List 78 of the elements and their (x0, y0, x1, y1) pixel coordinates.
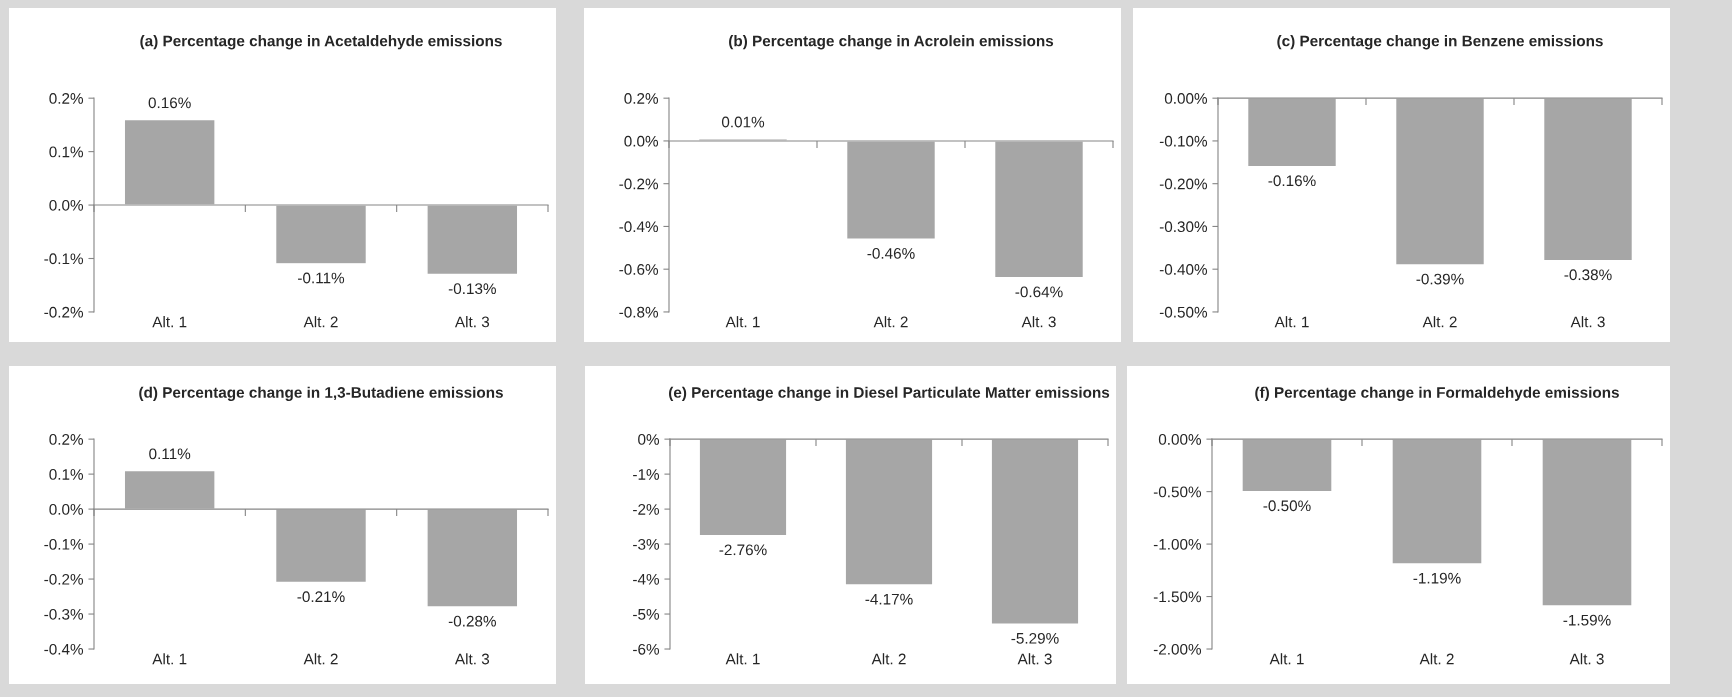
x-tick-label: Alt. 1 (1274, 316, 1309, 328)
x-tick-label: Alt. 2 (1422, 316, 1457, 328)
data-label: -0.21% (297, 591, 345, 603)
data-label: -0.50% (1263, 500, 1311, 512)
y-tick-label: 0.00% (1158, 434, 1202, 445)
y-tick-label: -0.4% (619, 221, 659, 233)
x-tick-label: Alt. 1 (725, 316, 760, 328)
x-tick-label: Alt. 2 (873, 316, 908, 328)
x-tick-label: Alt. 1 (1269, 653, 1304, 665)
y-tick-label: -0.10% (1159, 135, 1208, 147)
x-tick-label: Alt. 2 (871, 653, 906, 665)
y-tick-label: -1.00% (1153, 538, 1202, 550)
chart-title: (e) Percentage change in Diesel Particulate Matter emissions (669, 386, 1110, 401)
y-tick-label: 0.0% (49, 503, 84, 515)
x-tick-label: Alt. 1 (152, 653, 187, 665)
y-tick-label: -0.2% (44, 306, 84, 318)
chart-title: (c) Percentage change in Benzene emissions (1277, 35, 1603, 50)
y-tick-label: -0.2% (44, 573, 84, 585)
y-tick-label: -0.20% (1159, 178, 1208, 190)
y-tick-label: 0.1% (49, 146, 84, 158)
y-tick-label: 0.0% (624, 135, 659, 147)
y-tick-label: 0% (638, 434, 660, 445)
x-tick-label: Alt. 3 (1021, 316, 1056, 328)
x-tick-label: Alt. 2 (303, 316, 338, 328)
y-tick-label: -0.40% (1159, 264, 1208, 275)
y-tick-label: -0.2% (619, 178, 659, 190)
y-tick-label: -0.8% (619, 306, 659, 318)
data-label: -0.64% (1015, 286, 1063, 298)
y-tick-label: 0.1% (49, 468, 84, 480)
data-label: 0.01% (721, 116, 765, 128)
x-tick-label: Alt. 3 (454, 316, 490, 328)
y-tick-label: -2.00% (1153, 643, 1202, 655)
data-label: -0.39% (1416, 273, 1464, 285)
chart-title: (a) Percentage change in Acetaldehyde emissions (140, 35, 502, 50)
y-tick-label: -4% (633, 573, 660, 585)
y-tick-label: -3% (633, 538, 660, 550)
y-tick-label: -0.1% (44, 253, 84, 265)
data-label: -0.28% (448, 615, 496, 627)
data-label: -4.17% (865, 593, 913, 605)
chart-title: (b) Percentage change in Acrolein emissions (729, 35, 1054, 50)
y-tick-label: 0.0% (49, 199, 84, 211)
data-label: 0.16% (148, 97, 191, 109)
y-tick-label: -0.50% (1159, 306, 1208, 318)
y-tick-label: -0.4% (44, 643, 84, 655)
y-tick-label: 0.2% (49, 434, 84, 445)
x-tick-label: Alt. 1 (152, 316, 187, 328)
y-tick-label: 0.2% (49, 93, 84, 104)
y-tick-label: -2% (633, 503, 660, 515)
y-tick-label: -0.6% (619, 264, 659, 275)
data-label: 0.11% (149, 448, 191, 460)
data-label: -0.46% (867, 248, 915, 259)
data-label: -1.59% (1563, 614, 1611, 626)
data-label: -5.29% (1011, 632, 1059, 644)
x-tick-label: Alt. 1 (725, 653, 760, 665)
y-tick-label: -0.50% (1153, 486, 1202, 498)
y-tick-label: -0.3% (44, 608, 84, 620)
data-label: -0.38% (1564, 269, 1612, 281)
chart-title: (f) Percentage change in Formaldehyde emissions (1255, 386, 1619, 401)
y-tick-label: -1% (633, 469, 660, 480)
x-tick-label: Alt. 3 (1569, 653, 1604, 665)
x-tick-label: Alt. 3 (1017, 653, 1052, 665)
data-label: -0.11% (298, 272, 345, 284)
y-tick-label: -0.30% (1159, 221, 1208, 233)
y-tick-label: 0.00% (1164, 93, 1208, 104)
y-tick-label: -1.50% (1153, 591, 1202, 603)
y-tick-label: -5% (633, 608, 660, 620)
y-tick-label: 0.2% (624, 93, 659, 104)
y-tick-label: -0.1% (44, 538, 84, 550)
data-label: -1.19% (1413, 572, 1461, 584)
data-label: -0.13% (448, 283, 496, 295)
data-label: -2.76% (719, 544, 767, 556)
x-tick-label: Alt. 3 (1570, 316, 1605, 328)
x-tick-label: Alt. 2 (1419, 653, 1454, 665)
y-tick-label: -6% (633, 643, 660, 655)
x-tick-label: Alt. 3 (454, 653, 490, 665)
x-tick-label: Alt. 2 (303, 653, 338, 665)
data-label: -0.16% (1268, 175, 1316, 187)
chart-title: (d) Percentage change in 1,3-Butadiene emissions (139, 386, 503, 401)
